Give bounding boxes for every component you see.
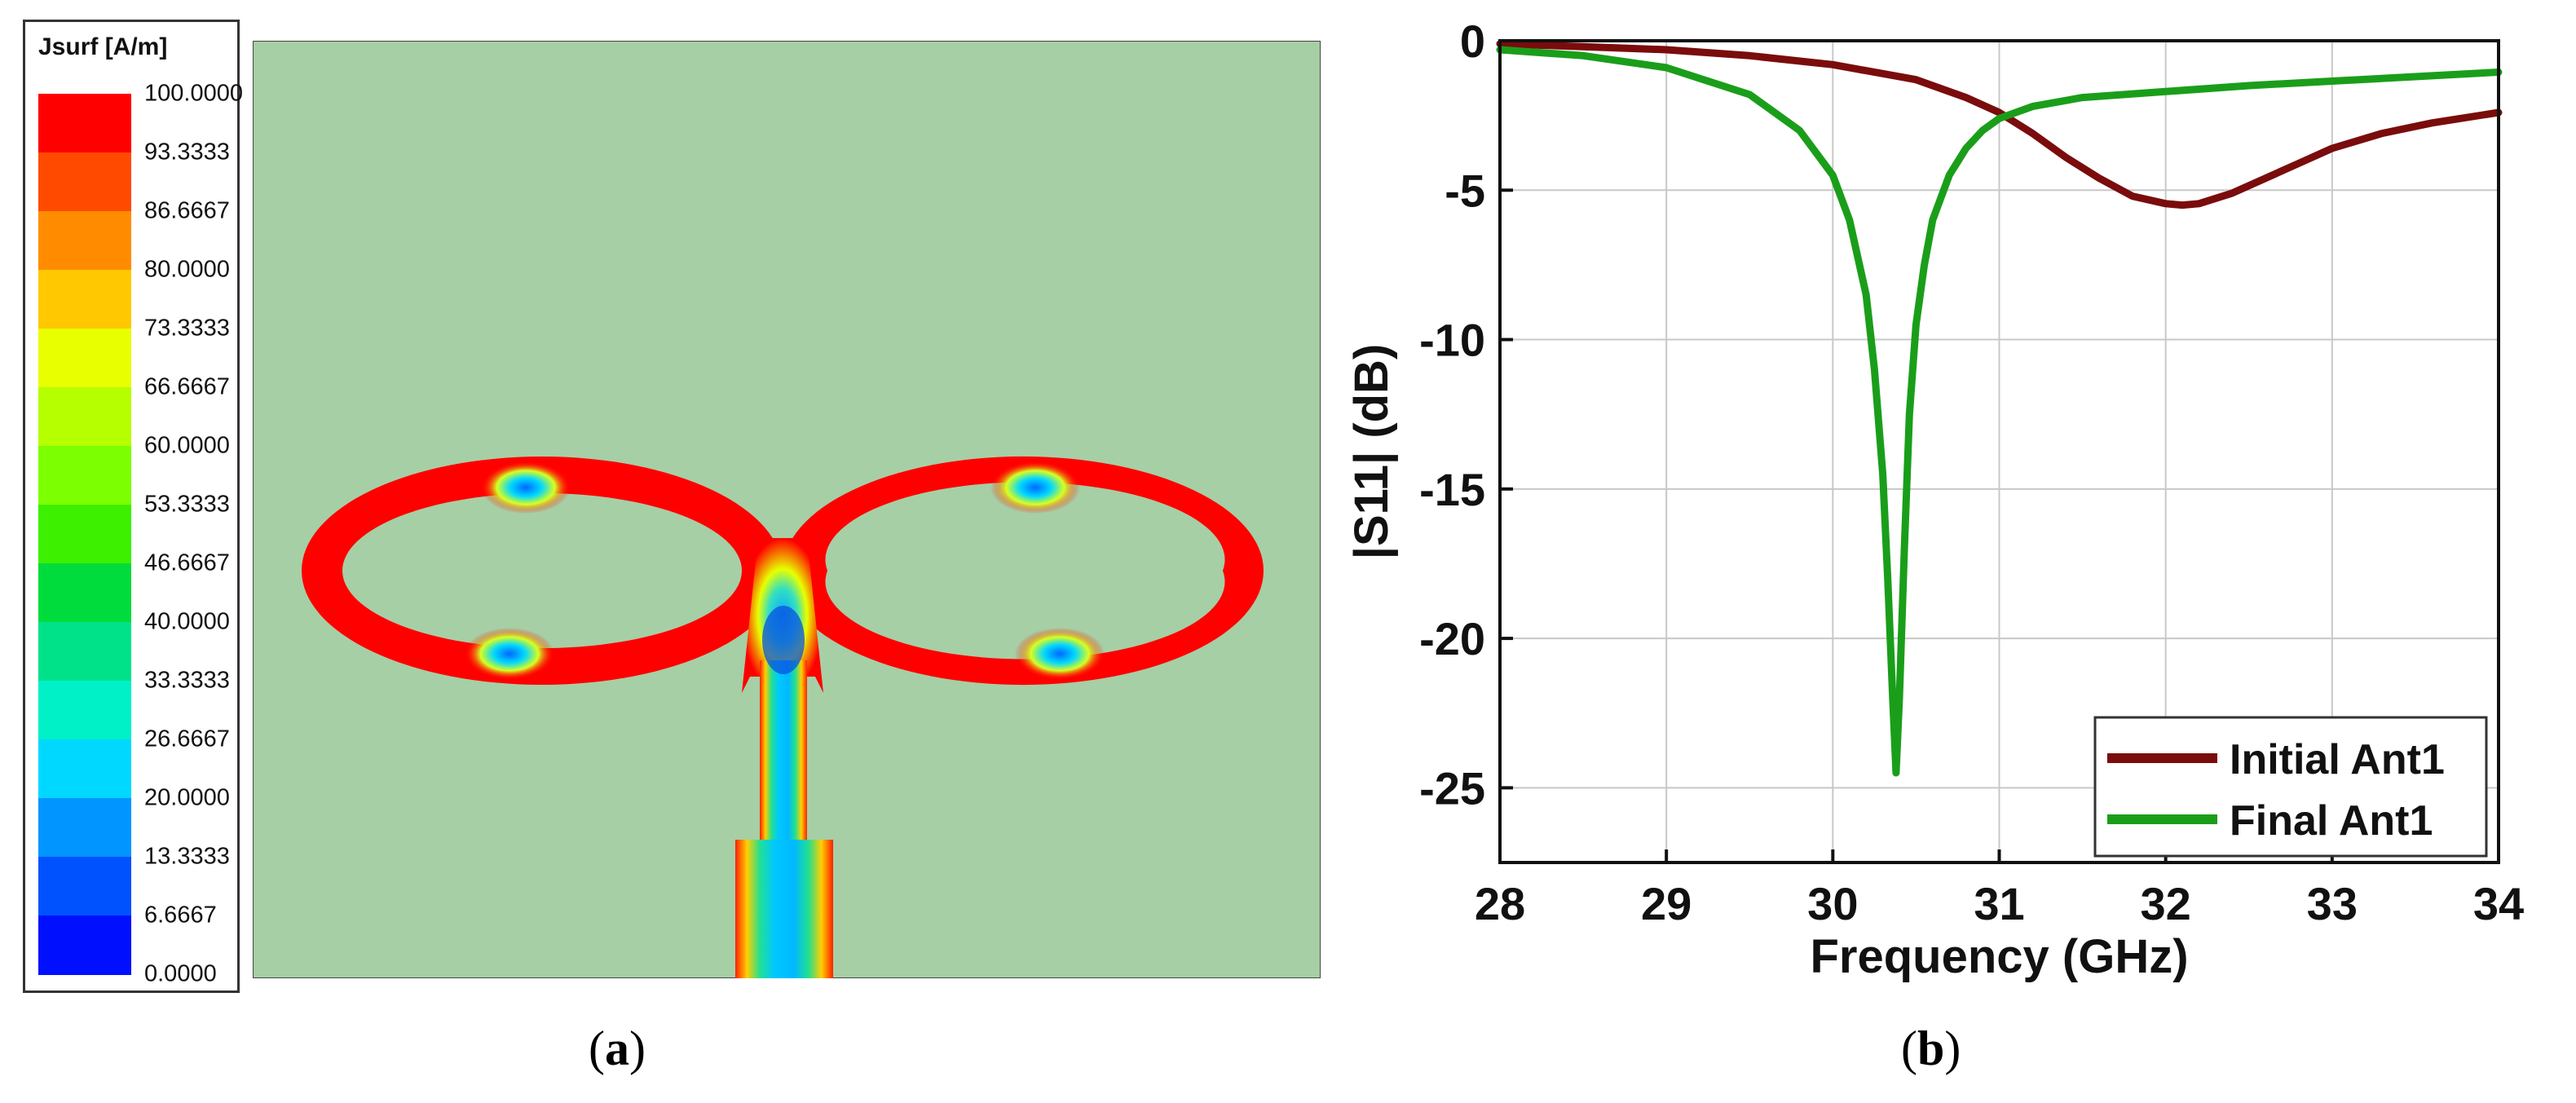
- feed-line-wide: [735, 840, 833, 978]
- colorbar-tick-label: 53.3333: [144, 491, 230, 518]
- colorbar-swatch: [38, 211, 131, 271]
- colorbar-tick-label: 86.6667: [144, 197, 230, 224]
- y-tick-label: 0: [1460, 15, 1485, 67]
- current-null-spot: [465, 628, 554, 680]
- feed-line-narrow: [760, 660, 807, 840]
- x-tick-label: 33: [2307, 878, 2358, 929]
- x-tick-label: 28: [1475, 878, 1525, 929]
- legend-entry-label: Initial Ant1: [2230, 736, 2445, 783]
- colorbar-tick-label: 33.3333: [144, 667, 230, 694]
- panel-a-current-distribution: Jsurf [A/m] 100.0000 93.3333 86.6667 80.000…: [23, 20, 1321, 1075]
- x-axis-label: Frequency (GHz): [1810, 930, 2188, 983]
- series-legend: Initial Ant1 Final Ant1: [2093, 716, 2488, 858]
- colorbar-swatch: [38, 270, 131, 329]
- colorbar-swatch: [38, 329, 131, 388]
- colorbar-swatch: [38, 446, 131, 505]
- x-tick-label: 30: [1807, 878, 1858, 929]
- legend-entry-label: Final Ant1: [2230, 797, 2433, 845]
- series-line: [1496, 46, 2503, 777]
- x-tick-label: 32: [2141, 878, 2191, 929]
- x-tick-label: 34: [2473, 878, 2524, 929]
- y-tick-label: -5: [1445, 165, 1485, 216]
- colorbar-swatch: [38, 505, 131, 564]
- colorbar-swatch: [38, 915, 131, 975]
- colorbar-title: Jsurf [A/m]: [38, 33, 168, 60]
- axis-ticks: 28 29 30 31 32 33 34 0 -5 -10 -15 -20 -25: [1419, 15, 2524, 929]
- colorbar-tick-label: 100.0000: [144, 80, 243, 107]
- series-line: [1496, 40, 2503, 210]
- caption-b: (b): [1901, 1021, 1961, 1075]
- y-tick-label: -15: [1419, 464, 1485, 515]
- colorbar: [38, 94, 131, 975]
- current-null-spot: [1015, 628, 1105, 680]
- colorbar-tick-label: 40.0000: [144, 608, 230, 635]
- x-tick-label: 29: [1641, 878, 1692, 929]
- y-axis-label: |S11| (dB): [1345, 344, 1398, 560]
- colorbar-swatch: [38, 387, 131, 447]
- colorbar-tick-label: 26.6667: [144, 726, 230, 752]
- feed-null-spot: [762, 606, 805, 674]
- antenna-current-heatmap: [253, 41, 1321, 978]
- colorbar-tick-label: 13.3333: [144, 843, 230, 870]
- colorbar-swatch: [38, 563, 131, 623]
- panel-b-s11-plot: 28 29 30 31 32 33 34 0 -5 -10 -15 -20 -25 Frequency …: [1337, 0, 2576, 1099]
- colorbar-swatch: [38, 857, 131, 916]
- colorbar-swatch: [38, 739, 131, 799]
- y-tick-label: -20: [1419, 613, 1485, 664]
- colorbar-tick-label: 60.0000: [144, 432, 230, 459]
- colorbar-tick-label: 6.6667: [144, 902, 217, 929]
- legend-frame: [2093, 716, 2488, 858]
- x-tick-label: 31: [1974, 878, 2024, 929]
- colorbar-tick-label: 20.0000: [144, 784, 230, 811]
- colorbar-tick-label: 80.0000: [144, 256, 230, 283]
- colorbar-swatch: [38, 152, 131, 212]
- y-tick-label: -10: [1419, 315, 1485, 366]
- colorbar-swatch: [38, 94, 131, 153]
- colorbar-tick-label: 73.3333: [144, 315, 230, 342]
- caption-a: (a): [589, 1021, 646, 1075]
- series-lines: [1496, 40, 2503, 777]
- s11-line-chart: 28 29 30 31 32 33 34 0 -5 -10 -15 -20 -25 Frequency …: [1345, 15, 2524, 983]
- current-null-spot: [990, 461, 1080, 514]
- colorbar-tick-label: 93.3333: [144, 139, 230, 165]
- colorbar-tick-label: 0.0000: [144, 960, 217, 987]
- colorbar-swatch: [38, 798, 131, 858]
- colorbar-tick-label: 46.6667: [144, 549, 230, 576]
- y-tick-label: -25: [1419, 762, 1485, 814]
- colorbar-swatch: [38, 681, 131, 740]
- colorbar-swatch: [38, 622, 131, 682]
- colorbar-legend: Jsurf [A/m] 100.0000 93.3333 86.6667 80.000…: [23, 20, 243, 993]
- current-null-spot: [481, 461, 571, 514]
- colorbar-tick-label: 66.6667: [144, 373, 230, 400]
